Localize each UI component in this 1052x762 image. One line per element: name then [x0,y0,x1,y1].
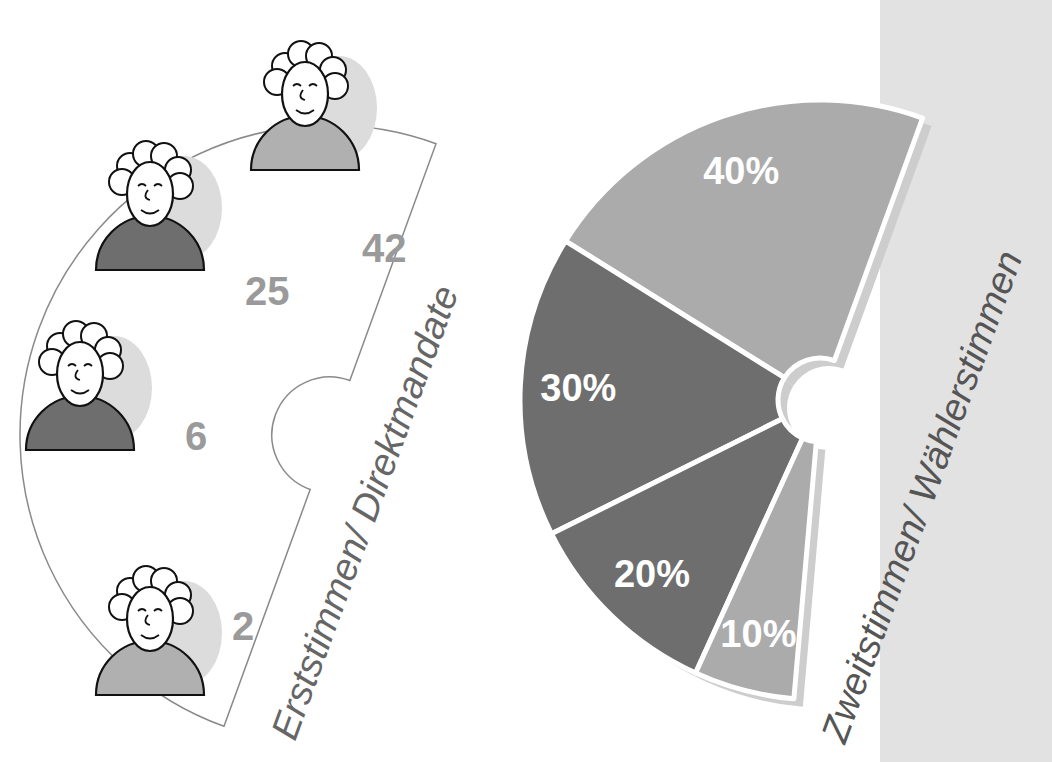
pictogram-panel: 42 25 6 2Erststimmen/ Direktmandate [20,41,466,745]
figure-nose [145,615,150,625]
data-labels: 40% 30% 20% 10% [540,150,796,655]
figure-mouth [296,110,314,114]
figure-mouth [141,635,159,639]
pie-panel: 40% 30% 20% 10% Zweitstimmen/ Wählerstimmen [520,100,1030,749]
chart-title: Zweitstimmen/ Wählerstimmen [813,245,1030,748]
figure-head [127,587,173,651]
figure-mouth [141,210,159,214]
person-figure [96,141,222,270]
data-label: 6 [185,414,207,458]
figure-eyes [138,609,162,611]
pie-slice [696,438,817,699]
data-label: 25 [245,269,290,313]
data-label: 10% [720,613,796,655]
data-label: 20% [614,553,690,595]
figure-head [57,342,103,406]
figure-head [282,62,328,126]
figure-nose [300,90,305,100]
person-figure [96,566,222,695]
person-figure [251,41,377,170]
data-label: 2 [232,604,254,648]
data-label: 30% [540,367,616,409]
chart-title: Erststimmen/ Direktmandate [263,280,466,745]
figure-mouth [71,390,89,394]
figure-eyes [293,84,317,86]
figure-nose [145,190,150,200]
figure-head [127,162,173,226]
data-label: 42 [362,226,407,270]
figure-nose [75,370,80,380]
figure-eyes [138,184,162,186]
figure-eyes [68,364,92,366]
data-label: 40% [703,150,779,192]
person-figure [26,321,152,450]
chart-canvas: 42 25 6 2Erststimmen/ Direktmandate 40% 30% 20… [0,0,1052,762]
